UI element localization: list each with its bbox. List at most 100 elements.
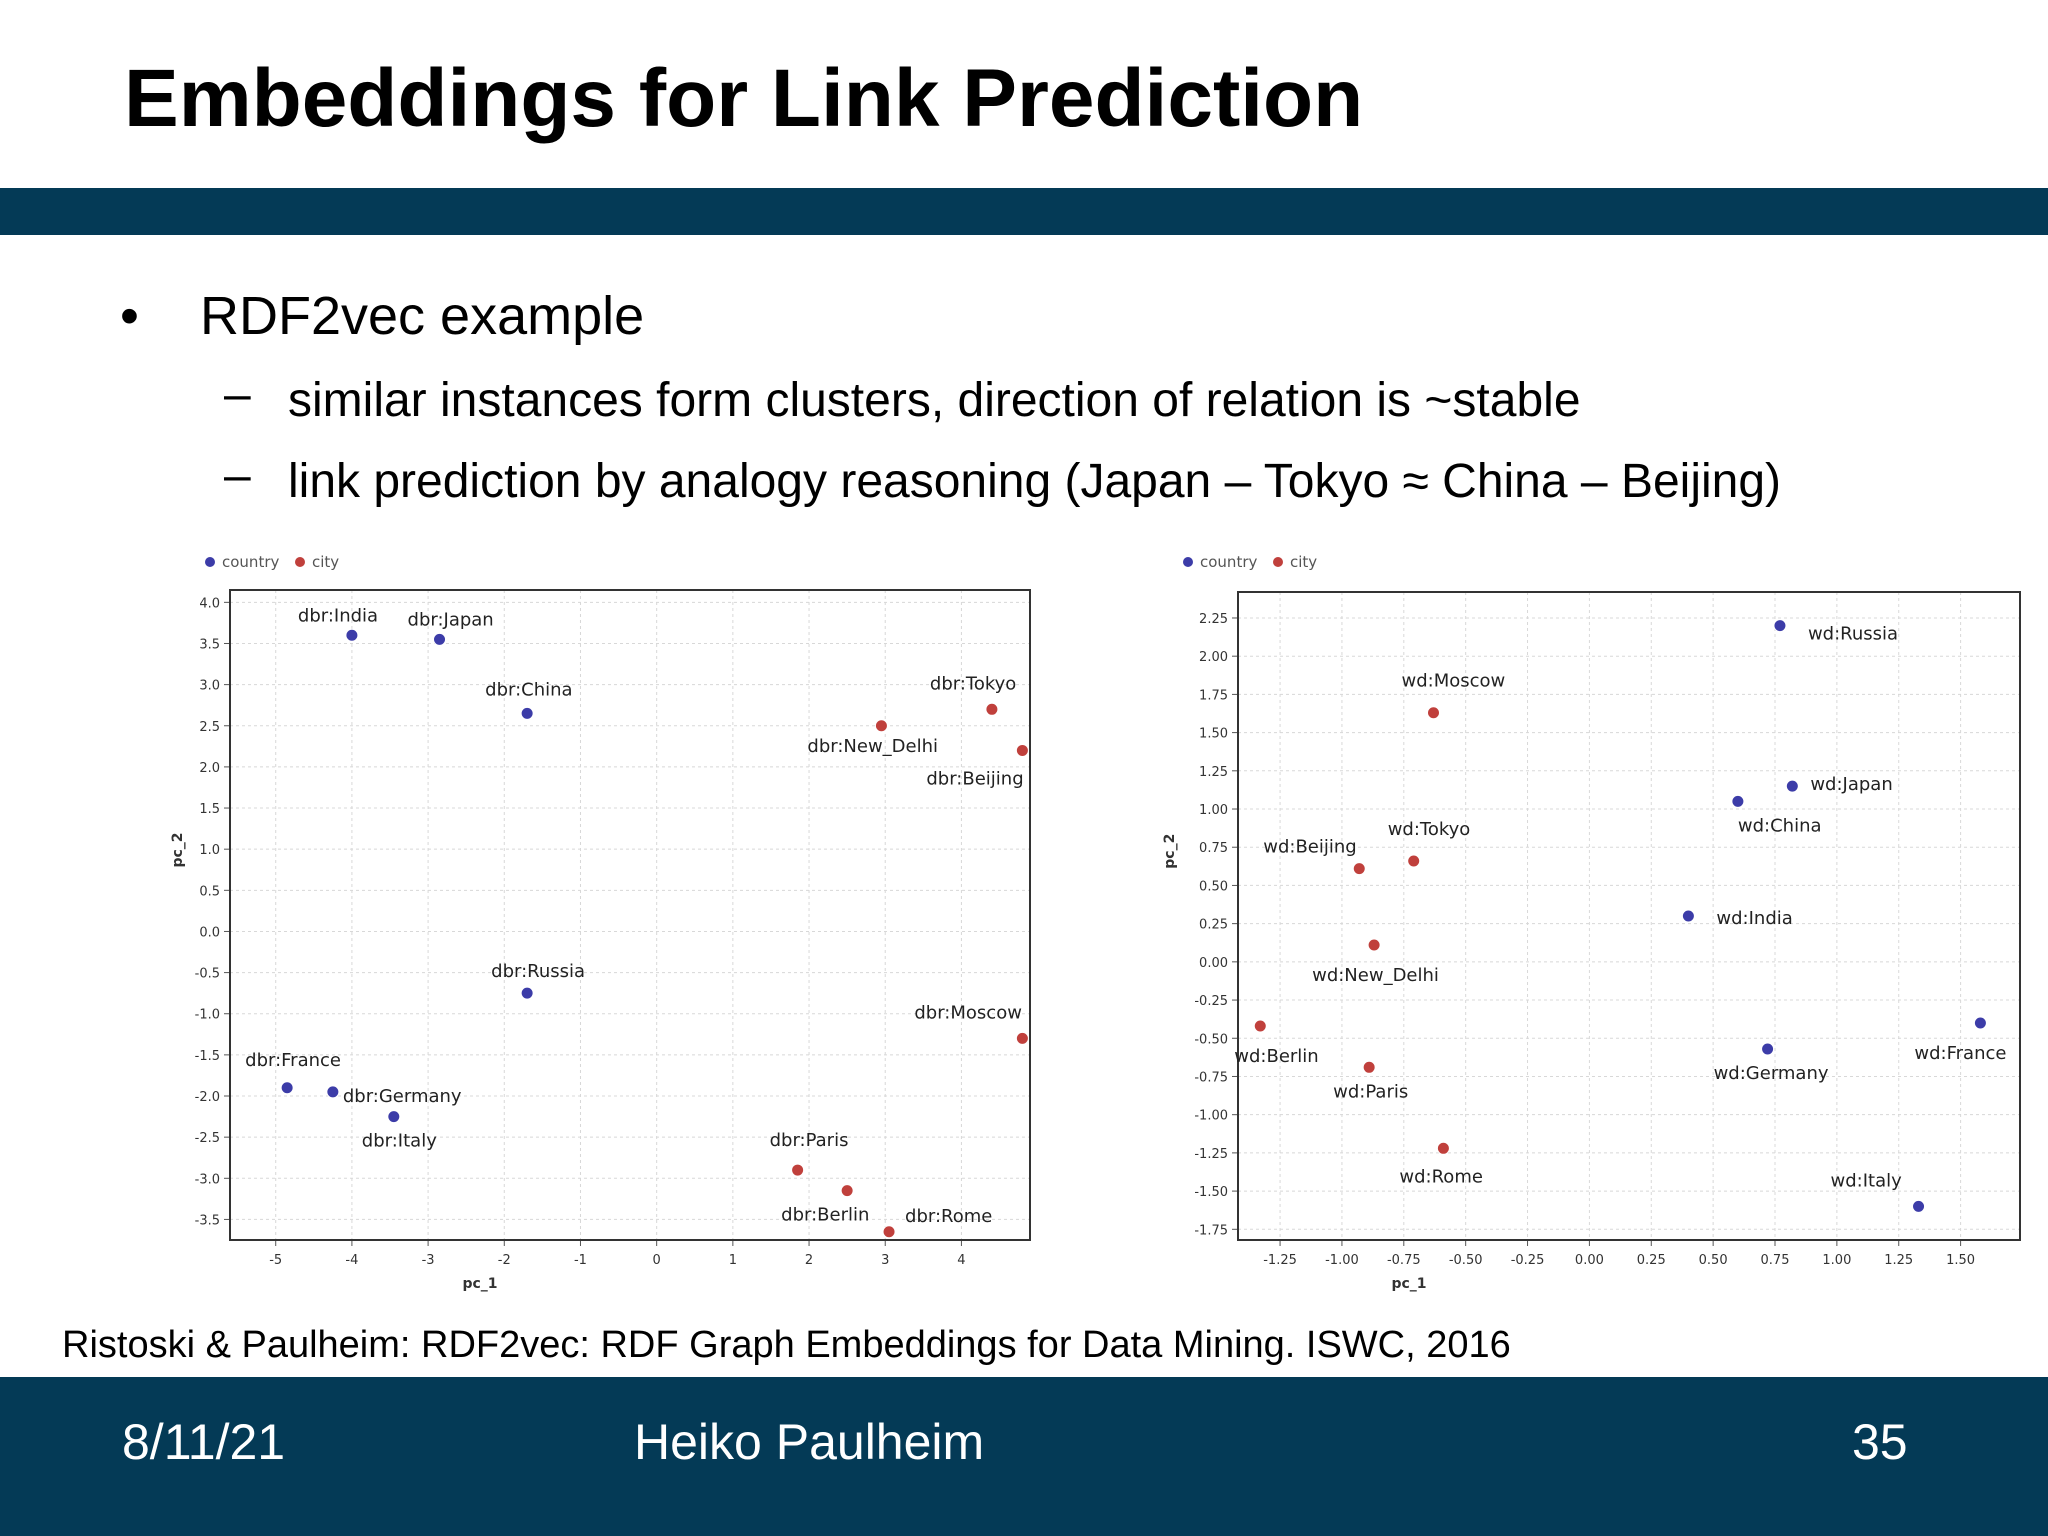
y-tick-label: 1.00 [1199, 803, 1228, 818]
subbullet-text: link prediction by analogy reasoning (Ja… [288, 455, 1782, 508]
data-point-label: wd:Germany [1714, 1063, 1829, 1084]
y-tick-label: 1.25 [1199, 765, 1228, 780]
data-point-country [433, 632, 447, 646]
data-point-label: wd:Beijing [1263, 837, 1356, 858]
x-tick-label: -1 [574, 1253, 587, 1268]
plot-frame [1237, 591, 2021, 1241]
legend-marker-city [295, 557, 305, 567]
footer-band: 8/11/21 Heiko Paulheim 35 [0, 1377, 2048, 1536]
y-tick-label: 2.0 [199, 761, 220, 776]
dash-symbol: – [224, 449, 251, 502]
data-point-label: dbr:New_Delhi [807, 736, 938, 757]
data-point-country [520, 986, 534, 1000]
y-tick-label: -0.5 [195, 967, 220, 982]
data-point-country [1785, 779, 1799, 793]
x-tick-label: -2 [498, 1253, 511, 1268]
y-tick-label: 0.00 [1199, 956, 1228, 971]
y-tick-label: 0.0 [199, 925, 220, 940]
y-tick-label: -3.5 [195, 1213, 220, 1228]
data-point-city [874, 719, 888, 733]
data-point-label: dbr:Tokyo [930, 673, 1016, 694]
data-point-city [1427, 706, 1440, 720]
data-point-country [1681, 909, 1695, 923]
y-tick-label: -1.50 [1194, 1185, 1228, 1200]
data-point-label: dbr:Berlin [781, 1205, 869, 1226]
data-point-city [1362, 1060, 1376, 1074]
x-tick-label: -3 [422, 1253, 435, 1268]
x-axis-label: pc_1 [462, 1276, 497, 1292]
y-tick-label: 1.5 [199, 802, 220, 817]
data-point-city [1436, 1141, 1450, 1155]
x-tick-label: 0.50 [1699, 1253, 1728, 1268]
data-point-label: dbr:India [298, 605, 378, 626]
x-tick-label: 2 [805, 1253, 813, 1268]
data-point-country [1773, 619, 1787, 633]
data-point-country [280, 1081, 294, 1095]
data-point-label: wd:China [1738, 815, 1822, 836]
data-point-label: wd:Tokyo [1388, 819, 1471, 840]
page-number: 35 [1852, 1414, 1908, 1470]
y-tick-label: 0.75 [1199, 841, 1228, 856]
footer-date: 8/11/21 [122, 1414, 286, 1470]
data-point-label: wd:Rome [1399, 1166, 1483, 1187]
y-tick-label: -0.50 [1194, 1032, 1228, 1047]
y-tick-label: -0.25 [1194, 994, 1228, 1009]
data-point-label: dbr:Japan [408, 609, 494, 630]
data-point-label: dbr:Germany [343, 1086, 462, 1107]
x-tick-label: 1.00 [1822, 1253, 1851, 1268]
data-point-city [882, 1225, 896, 1239]
title-divider-band [0, 188, 2048, 235]
data-point-label: wd:Paris [1333, 1081, 1408, 1102]
data-point-label: wd:Berlin [1234, 1046, 1318, 1067]
data-point-city [1015, 743, 1029, 757]
data-point-city [985, 702, 999, 716]
data-point-country [1761, 1042, 1775, 1056]
x-tick-label: 4 [957, 1253, 965, 1268]
y-tick-label: -2.0 [195, 1090, 220, 1105]
data-point-city [791, 1163, 805, 1177]
slide-title: Embeddings for Link Prediction [124, 53, 1364, 144]
x-tick-label: -4 [345, 1253, 358, 1268]
x-tick-label: 0.25 [1637, 1253, 1666, 1268]
bullet-symbol: • [120, 286, 139, 346]
legend-label-country: country [1200, 553, 1257, 571]
x-tick-label: 0.00 [1575, 1253, 1604, 1268]
y-tick-label: -0.75 [1194, 1070, 1228, 1085]
legend-marker-city [1273, 557, 1283, 567]
data-point-label: wd:New_Delhi [1312, 965, 1439, 986]
y-tick-label: -2.5 [195, 1131, 220, 1146]
y-tick-label: 2.25 [1199, 612, 1228, 627]
y-tick-label: 1.0 [199, 843, 220, 858]
y-tick-label: 1.75 [1199, 688, 1228, 703]
legend-marker-country [1183, 557, 1193, 567]
data-point-country [1731, 794, 1745, 808]
x-tick-label: -0.25 [1511, 1253, 1545, 1268]
data-point-label: wd:France [1914, 1043, 2006, 1064]
data-point-city [1407, 854, 1421, 868]
y-tick-label: 3.5 [199, 637, 220, 652]
data-point-label: dbr:France [245, 1050, 341, 1071]
data-point-label: dbr:Rome [905, 1206, 992, 1227]
y-tick-label: -1.5 [195, 1049, 220, 1064]
y-axis-label: pc_2 [170, 832, 186, 867]
legend-label-city: city [1290, 553, 1317, 571]
footer-author: Heiko Paulheim [634, 1414, 985, 1470]
y-tick-label: 0.25 [1199, 918, 1228, 933]
y-tick-label: 4.0 [199, 596, 220, 611]
y-tick-label: -1.75 [1194, 1223, 1228, 1238]
legend-label-country: country [222, 553, 279, 571]
data-point-city [1367, 938, 1381, 952]
x-tick-label: 0.75 [1761, 1253, 1790, 1268]
legend: country city [1183, 553, 1317, 571]
data-point-country [326, 1085, 340, 1099]
scatter-chart-svg: country city -1.25 -1.00 -0.75 -0.50 -0.25 0.00… [1162, 553, 2021, 1292]
y-tick-label: 0.50 [1199, 879, 1228, 894]
data-point-country [387, 1110, 401, 1124]
data-point-city [840, 1184, 854, 1198]
y-tick-label: 0.5 [199, 884, 220, 899]
scatter-chart-svg: country city -5 -4 -3 -2 -1 0 1 2 3 4 4.0 3.5 3.0 2.5 2.… [170, 553, 1031, 1292]
x-tick-label: 1.50 [1946, 1253, 1975, 1268]
y-tick-label: -1.00 [1194, 1109, 1228, 1124]
subbullet-text: similar instances form clusters, directi… [288, 374, 1581, 427]
x-tick-label: -5 [269, 1253, 282, 1268]
